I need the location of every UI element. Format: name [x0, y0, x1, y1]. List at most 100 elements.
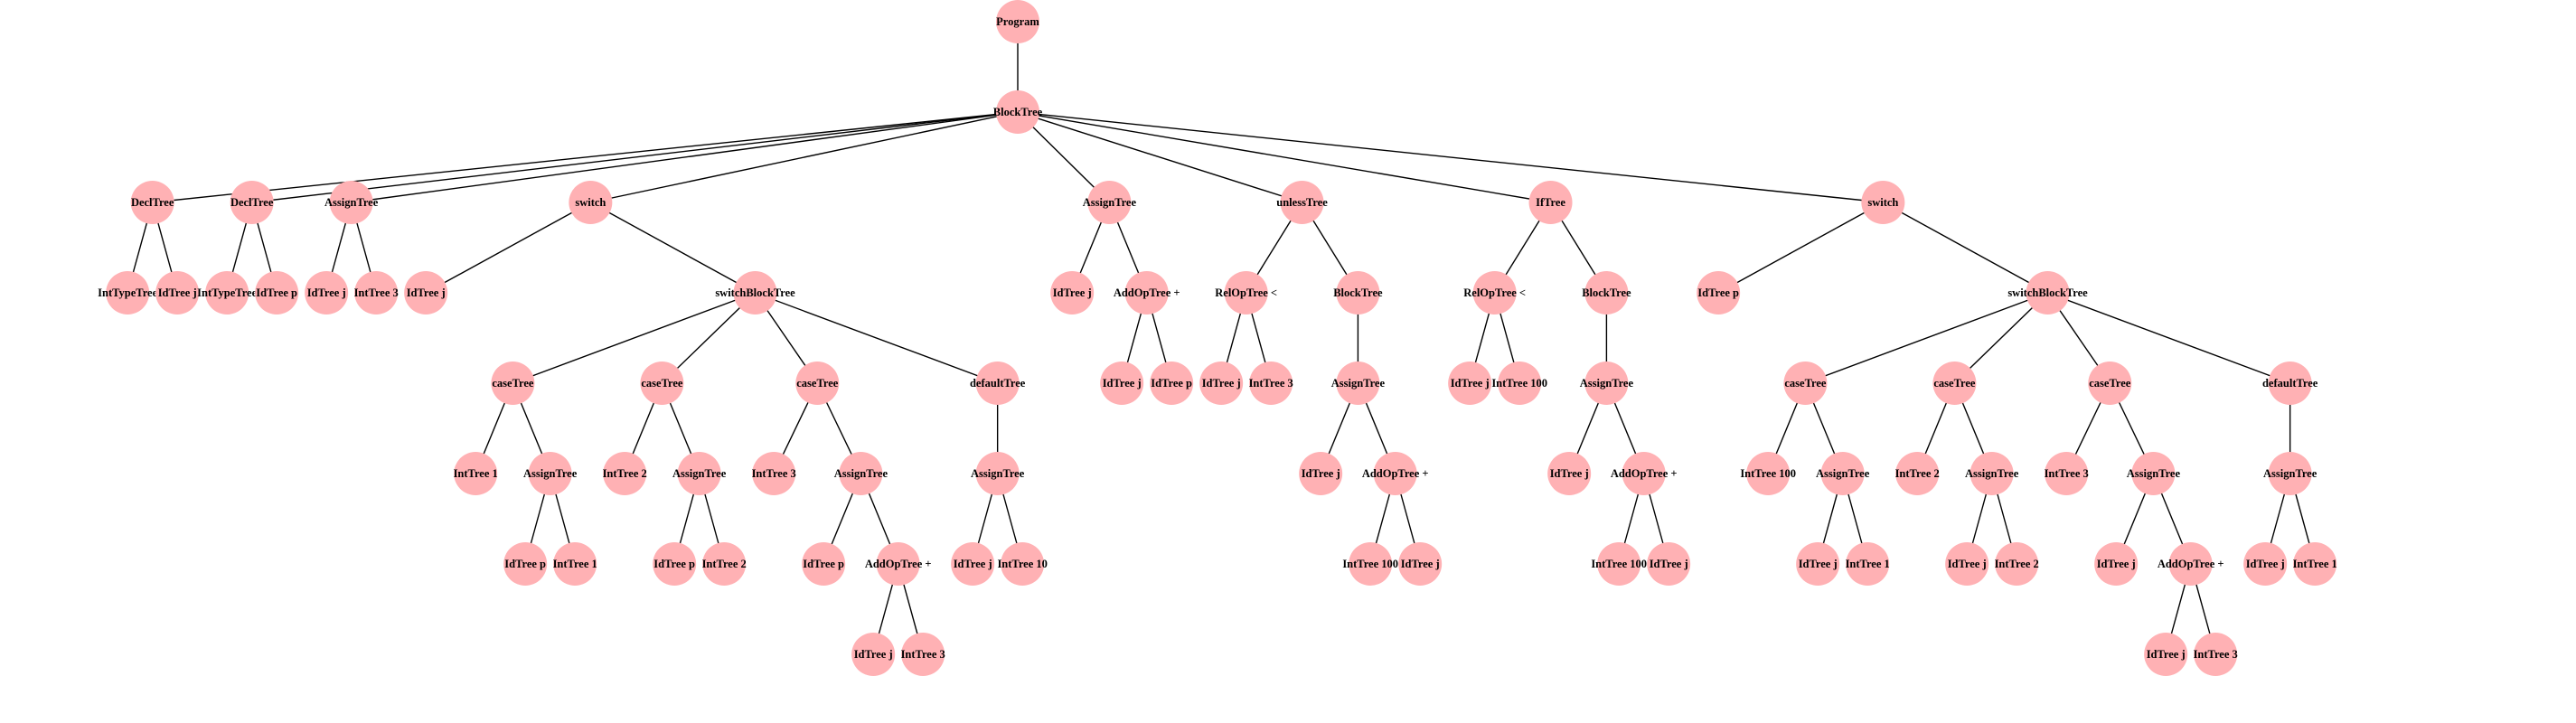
tree-node-idtree-j: IdTree j	[305, 271, 348, 315]
tree-node-inttree-2: IntTree 2	[1995, 542, 2039, 586]
tree-node-idtree-j: IdTree j	[2094, 542, 2138, 586]
node-label: IntTree 1	[553, 558, 597, 570]
tree-node-addoptree: AddOpTree +	[1362, 452, 1429, 495]
node-label: IdTree j	[2246, 558, 2285, 570]
node-label: IntTree 2	[1995, 558, 2039, 570]
node-label: IdTree j	[407, 286, 446, 299]
tree-node-casetree: caseTree	[640, 362, 683, 405]
node-label: IdTree p	[1151, 377, 1192, 390]
node-label: IdTree p	[256, 286, 297, 299]
tree-node-inttypetree: IntTypeTree	[98, 271, 157, 315]
node-label: IntTree 3	[901, 648, 945, 661]
node-label: BlockTree	[993, 106, 1043, 118]
tree-node-inttree-10: IntTree 10	[997, 542, 1047, 586]
tree-node-inttree-3: IntTree 3	[354, 271, 399, 315]
node-label: AssignTree	[1816, 467, 1870, 480]
tree-node-assigntree: AssignTree	[1580, 362, 1634, 405]
node-label: AssignTree	[324, 196, 379, 209]
tree-node-inttree-100: IntTree 100	[1591, 542, 1647, 586]
node-label: IntTree 1	[1846, 558, 1890, 570]
node-label: Program	[996, 15, 1039, 28]
node-label: AssignTree	[1580, 377, 1634, 390]
node-label: IntTree 3	[354, 286, 399, 299]
node-label: IdTree j	[1650, 558, 1688, 570]
tree-edge	[1718, 202, 1883, 293]
tree-node-addoptree: AddOpTree +	[1114, 271, 1180, 315]
tree-node-inttree-3: IntTree 3	[752, 452, 796, 495]
node-label: IntTree 3	[1249, 377, 1293, 390]
tree-node-addoptree: AddOpTree +	[865, 542, 932, 586]
node-label: AddOpTree +	[1611, 467, 1678, 480]
node-label: IntTree 2	[603, 467, 647, 480]
tree-node-idtree-j: IdTree j	[1547, 452, 1591, 495]
node-label: AddOpTree +	[1114, 286, 1180, 299]
node-label: switch	[1867, 196, 1898, 209]
tree-node-assigntree: AssignTree	[1083, 181, 1137, 224]
node-label: defaultTree	[2262, 377, 2318, 390]
tree-node-switch: switch	[1861, 181, 1904, 224]
node-label: IntTree 100	[1740, 467, 1796, 480]
tree-node-assigntree: AssignTree	[672, 452, 727, 495]
node-label: IntTree 2	[1895, 467, 1940, 480]
node-label: IdTree j	[307, 286, 346, 299]
node-label: IdTree j	[1302, 467, 1340, 480]
tree-edge	[756, 293, 998, 383]
tree-node-assigntree: AssignTree	[1965, 452, 2019, 495]
node-label: IdTree j	[1948, 558, 1987, 570]
tree-node-idtree-p: IdTree p	[503, 542, 547, 586]
tree-edge	[2048, 293, 2290, 383]
tree-node-idtree-j: IdTree j	[1945, 542, 1988, 586]
tree-node-defaulttree: defaultTree	[2262, 362, 2318, 405]
node-label: IntTree 3	[2194, 648, 2238, 661]
tree-node-idtree-p: IdTree p	[802, 542, 845, 586]
tree-node-assigntree: AssignTree	[2127, 452, 2181, 495]
node-label: BlockTree	[1333, 286, 1383, 299]
node-label: IdTree j	[2147, 648, 2186, 661]
tree-node-idtree-j: IdTree j	[1647, 542, 1690, 586]
tree-node-reloptree: RelOpTree <	[1215, 271, 1277, 315]
node-label: AssignTree	[1083, 196, 1137, 209]
tree-node-inttree-3: IntTree 3	[1249, 362, 1293, 405]
tree-node-inttree-100: IntTree 100	[1491, 362, 1547, 405]
node-label: IntTypeTree	[98, 286, 157, 299]
node-label: IntTree 1	[454, 467, 498, 480]
tree-node-idtree-j: IdTree j	[951, 542, 994, 586]
node-label: switch	[575, 196, 606, 209]
tree-node-blocktree: BlockTree	[993, 90, 1043, 134]
tree-node-inttree-100: IntTree 100	[1740, 452, 1796, 495]
tree-node-blocktree: BlockTree	[1582, 271, 1631, 315]
tree-node-idtree-j: IdTree j	[1448, 362, 1491, 405]
node-label: AddOpTree +	[2158, 558, 2224, 570]
node-label: IfTree	[1536, 196, 1565, 209]
node-label: AssignTree	[1965, 467, 2019, 480]
node-label: switchBlockTree	[2007, 286, 2088, 299]
node-label: IdTree p	[1697, 286, 1739, 299]
node-label: defaultTree	[970, 377, 1026, 390]
tree-node-inttree-1: IntTree 1	[2293, 542, 2337, 586]
tree-edge	[1883, 202, 2047, 293]
node-label: IdTree j	[1550, 467, 1589, 480]
tree-node-assigntree: AssignTree	[523, 452, 578, 495]
tree-node-idtree-j: IdTree j	[1299, 452, 1342, 495]
tree-edge	[512, 293, 755, 383]
node-label: AssignTree	[1331, 377, 1386, 390]
node-label: IntTypeTree	[197, 286, 257, 299]
tree-node-idtree-j: IdTree j	[1050, 271, 1094, 315]
node-label: unlessTree	[1276, 196, 1328, 209]
tree-node-idtree-j: IdTree j	[2243, 542, 2287, 586]
tree-node-inttree-2: IntTree 2	[702, 542, 747, 586]
tree-node-casetree: caseTree	[1783, 362, 1827, 405]
node-label: IdTree j	[1451, 377, 1490, 390]
node-label: AddOpTree +	[1362, 467, 1429, 480]
tree-node-assigntree: AssignTree	[971, 452, 1025, 495]
tree-node-idtree-j: IdTree j	[2144, 633, 2187, 676]
node-label: AssignTree	[672, 467, 727, 480]
node-label: IntTree 100	[1491, 377, 1547, 390]
node-label: BlockTree	[1582, 286, 1631, 299]
node-label: DeclTree	[230, 196, 274, 209]
tree-node-inttree-1: IntTree 1	[1846, 542, 1890, 586]
node-label: RelOpTree <	[1463, 286, 1526, 299]
node-label: IntTree 10	[997, 558, 1047, 570]
node-label: IdTree p	[504, 558, 546, 570]
node-label: caseTree	[1933, 377, 1975, 390]
